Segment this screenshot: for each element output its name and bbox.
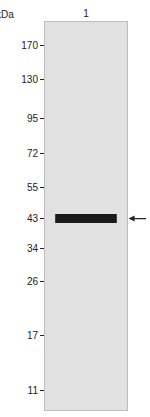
svg-text:34: 34 (27, 243, 39, 254)
svg-text:26: 26 (27, 276, 39, 287)
svg-text:72: 72 (27, 148, 39, 159)
svg-text:130: 130 (21, 74, 38, 85)
svg-text:43: 43 (27, 213, 39, 224)
svg-text:55: 55 (27, 182, 39, 193)
svg-text:17: 17 (27, 330, 39, 341)
svg-text:170: 170 (21, 40, 38, 51)
svg-text:kDa: kDa (0, 9, 14, 20)
svg-text:1: 1 (83, 8, 89, 19)
svg-text:11: 11 (28, 385, 39, 396)
svg-text:95: 95 (27, 113, 39, 124)
